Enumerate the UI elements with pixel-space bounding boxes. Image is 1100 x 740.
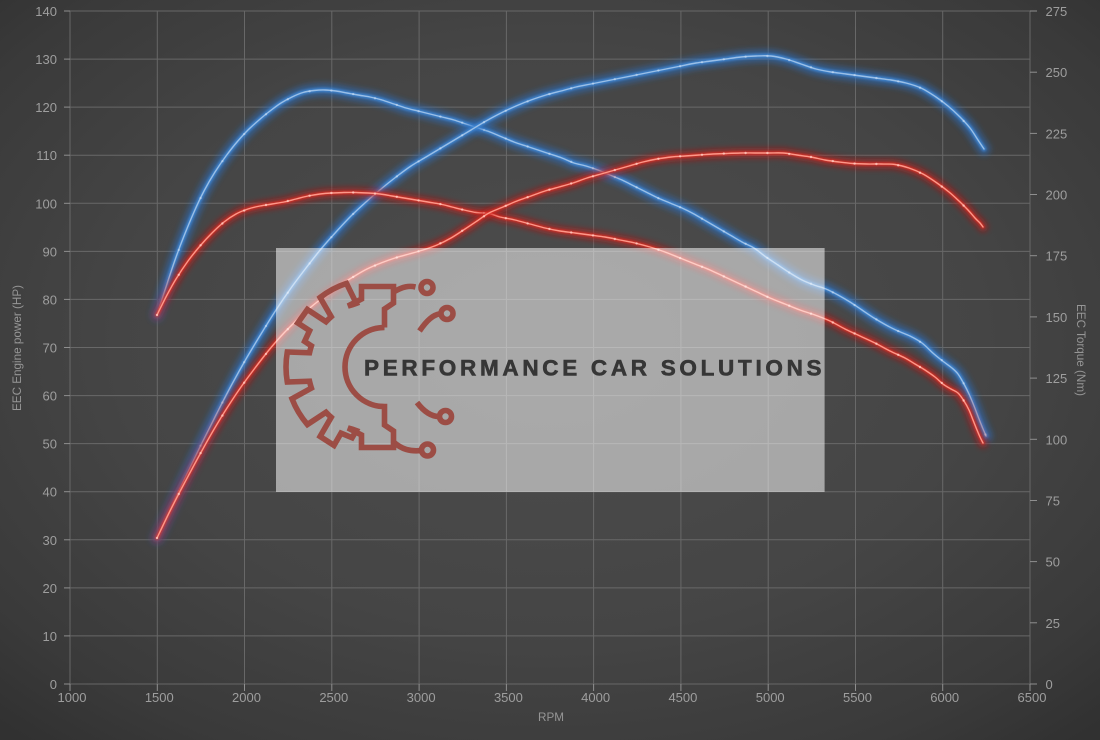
svg-text:25: 25	[1046, 616, 1060, 631]
svg-text:90: 90	[43, 244, 57, 259]
svg-text:3500: 3500	[494, 690, 523, 705]
svg-text:110: 110	[36, 148, 57, 163]
svg-text:100: 100	[35, 196, 57, 211]
svg-text:200: 200	[1046, 188, 1068, 203]
svg-text:130: 130	[35, 52, 57, 67]
svg-text:10: 10	[43, 629, 57, 644]
svg-text:3000: 3000	[407, 690, 436, 705]
svg-text:2500: 2500	[319, 690, 348, 705]
svg-text:6500: 6500	[1018, 690, 1047, 705]
svg-text:125: 125	[1046, 371, 1068, 386]
svg-text:0: 0	[50, 677, 57, 692]
svg-text:150: 150	[1046, 310, 1068, 325]
svg-text:75: 75	[1046, 494, 1060, 509]
svg-text:RPM: RPM	[538, 711, 564, 724]
svg-text:100: 100	[1046, 432, 1068, 447]
svg-text:250: 250	[1046, 65, 1068, 80]
svg-text:5000: 5000	[756, 690, 785, 705]
svg-text:275: 275	[1046, 4, 1068, 19]
svg-text:175: 175	[1046, 249, 1068, 264]
svg-text:70: 70	[43, 341, 57, 356]
svg-text:5500: 5500	[843, 690, 872, 705]
svg-text:6000: 6000	[930, 690, 959, 705]
svg-text:0: 0	[1046, 677, 1053, 692]
svg-text:225: 225	[1046, 126, 1068, 141]
svg-text:140: 140	[35, 4, 57, 19]
svg-text:2000: 2000	[232, 690, 261, 705]
svg-text:50: 50	[1046, 555, 1060, 570]
svg-text:60: 60	[43, 389, 57, 404]
svg-text:EEC Torque (Nm): EEC Torque (Nm)	[1074, 304, 1087, 396]
svg-text:40: 40	[43, 485, 57, 500]
svg-text:30: 30	[43, 533, 57, 548]
svg-text:EEC Engine power (HP): EEC Engine power (HP)	[11, 285, 24, 411]
svg-text:4000: 4000	[581, 690, 610, 705]
svg-text:80: 80	[43, 292, 57, 307]
svg-text:50: 50	[43, 437, 57, 452]
svg-text:120: 120	[35, 100, 57, 115]
svg-text:PERFORMANCE CAR SOLUTIONS: PERFORMANCE CAR SOLUTIONS	[364, 356, 825, 381]
svg-text:4500: 4500	[668, 690, 697, 705]
svg-text:1500: 1500	[145, 690, 174, 705]
svg-text:20: 20	[43, 581, 57, 596]
svg-text:1000: 1000	[58, 690, 87, 705]
